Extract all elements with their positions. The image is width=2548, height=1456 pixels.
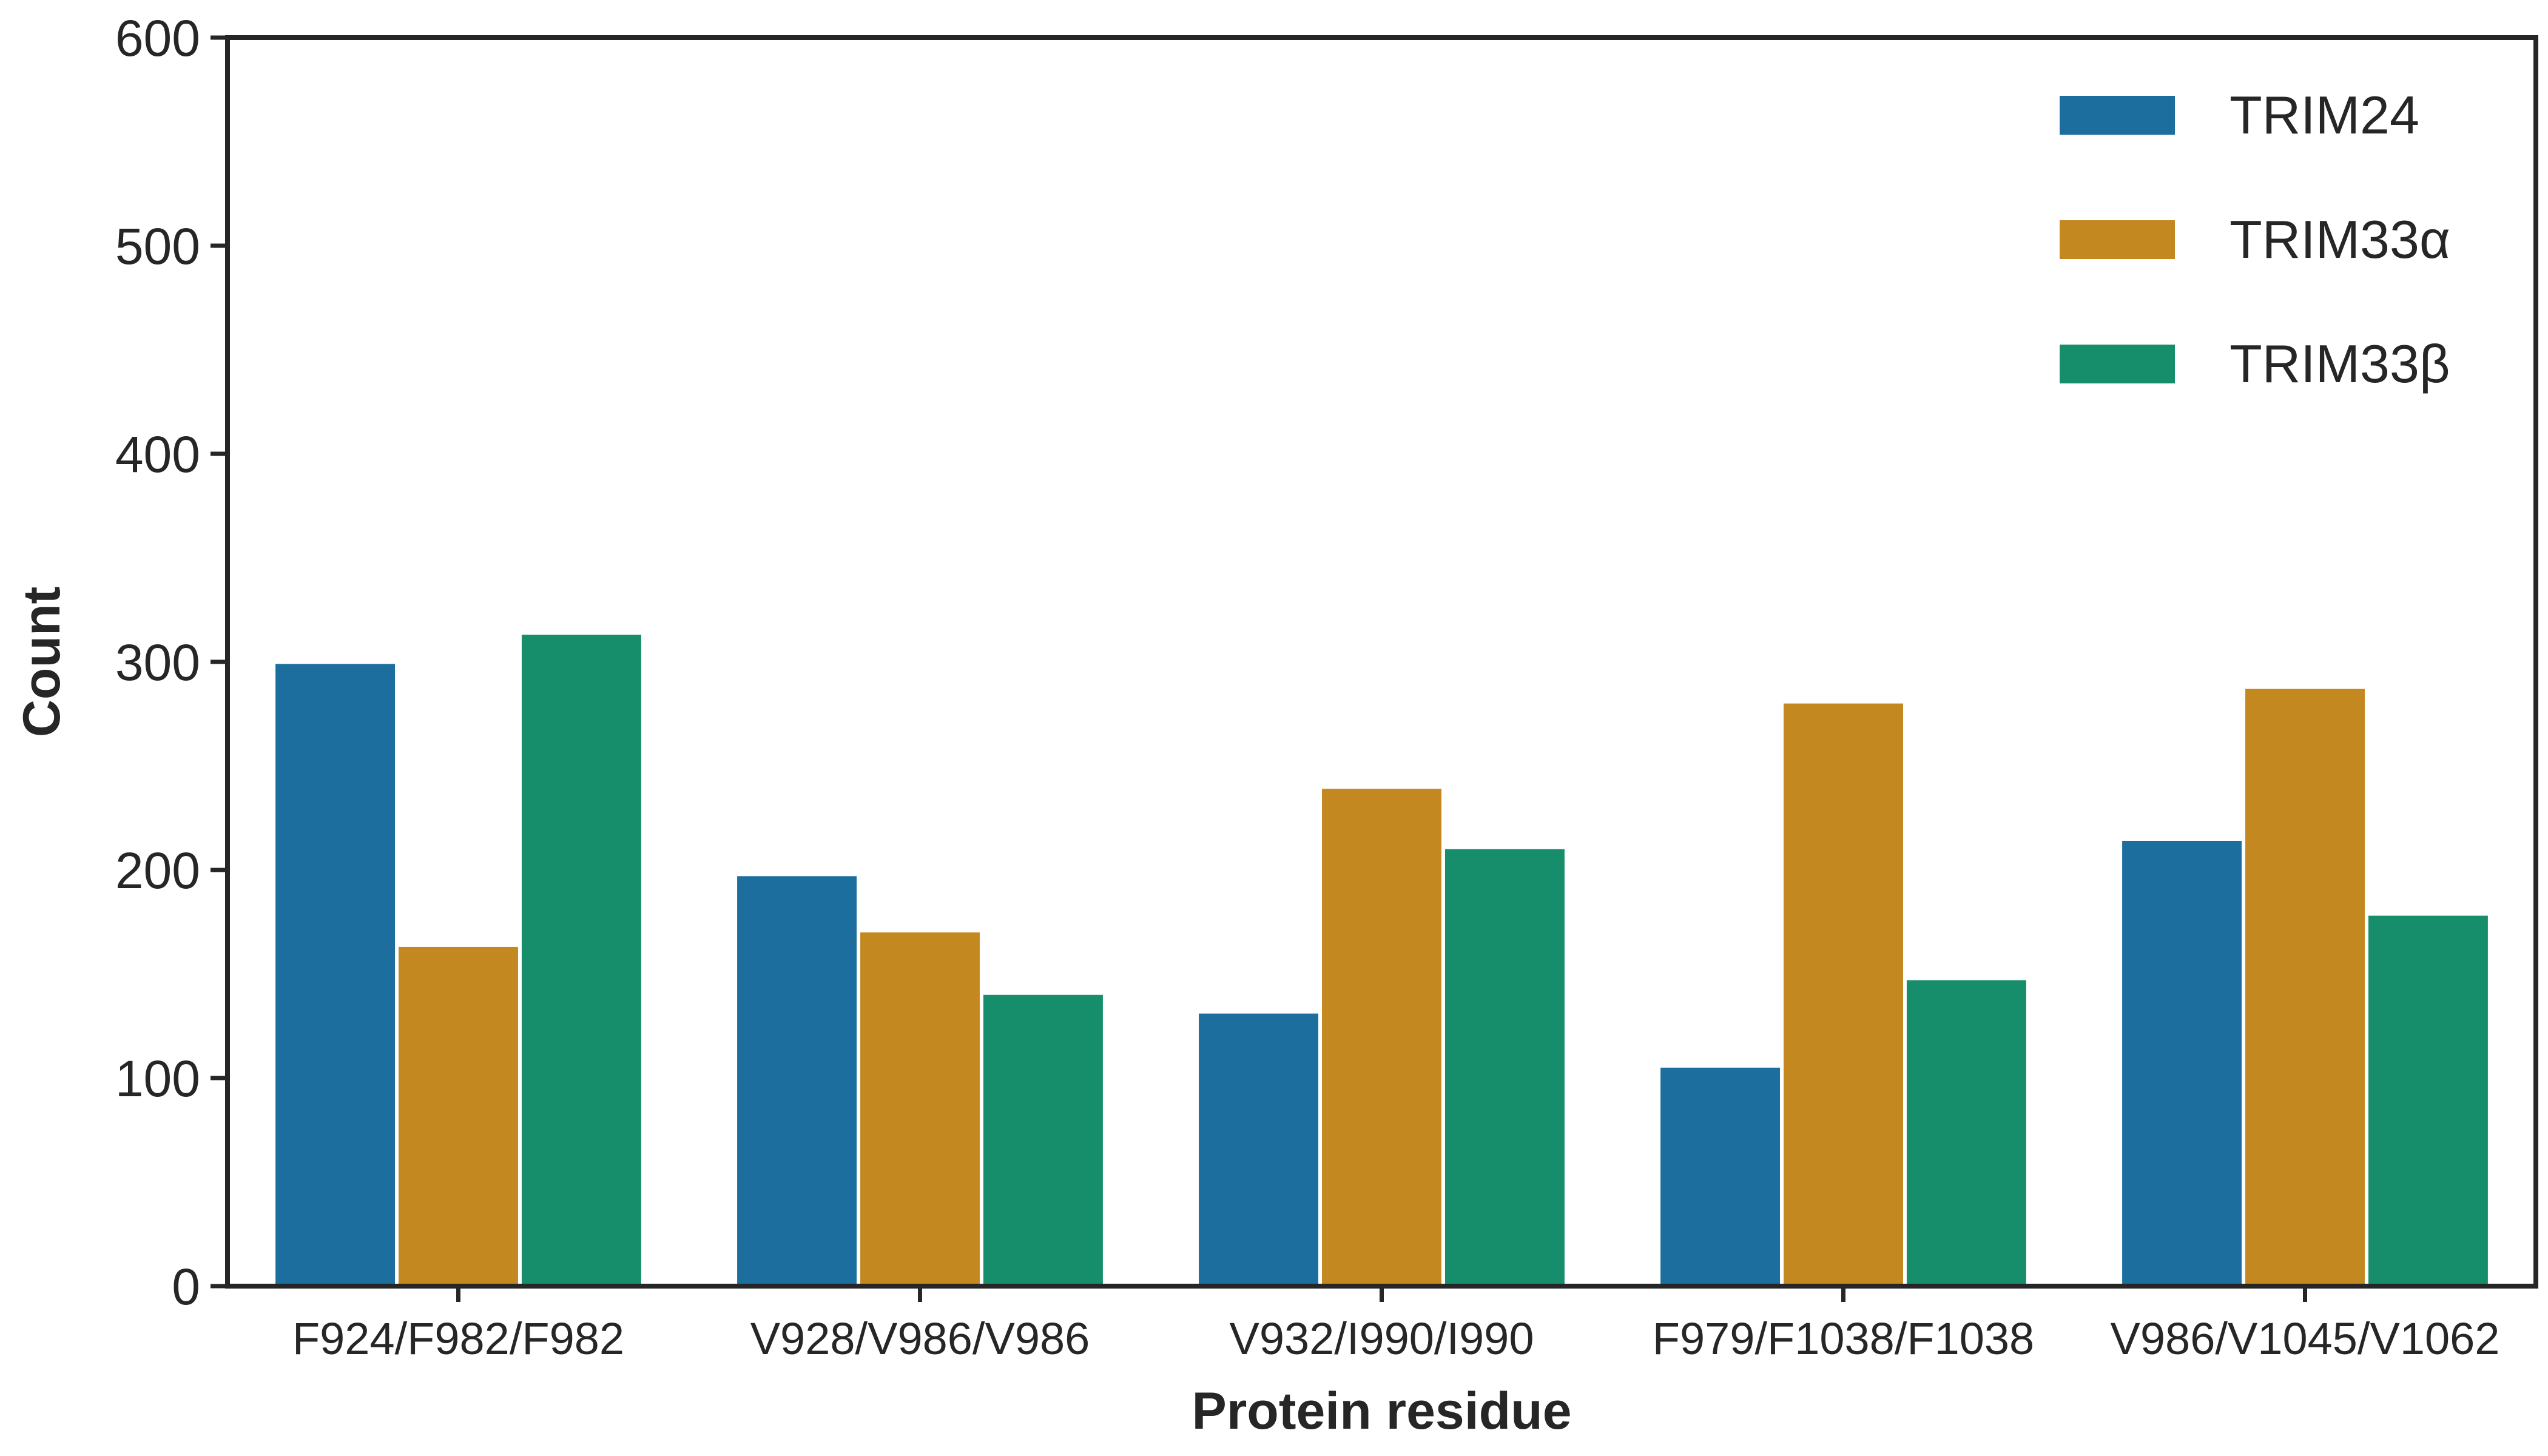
legend-swatch — [2060, 96, 2175, 135]
bar-TRIM33β-V932/I990/I990 — [1444, 849, 1565, 1286]
x-tick-label: F924/F982/F982 — [292, 1313, 624, 1364]
y-tick-label: 0 — [172, 1258, 200, 1315]
plot-frame — [225, 35, 2538, 1289]
legend-swatch — [2060, 345, 2175, 383]
y-tick-label: 100 — [115, 1050, 200, 1107]
y-tick-label: 300 — [115, 634, 200, 691]
bar-TRIM33β-F979/F1038/F1038 — [1906, 980, 2026, 1286]
bar-TRIM33β-V928/V986/V986 — [983, 994, 1103, 1286]
legend-swatch — [2060, 220, 2175, 259]
bar-TRIM33β-V986/V1045/V1062 — [2368, 915, 2488, 1286]
bar-TRIM33α-V928/V986/V986 — [860, 932, 980, 1286]
y-tick-label: 200 — [115, 842, 200, 899]
bar-TRIM33α-F979/F1038/F1038 — [1784, 703, 1903, 1286]
y-tick-label: 600 — [115, 10, 200, 67]
y-axis-title: Count — [13, 587, 71, 737]
legend-label: TRIM33β — [2230, 334, 2450, 394]
y-tick-label: 400 — [115, 426, 200, 483]
legend-label: TRIM24 — [2230, 85, 2419, 145]
bar-TRIM24-V986/V1045/V1062 — [2122, 840, 2242, 1286]
x-tick-label: V928/V986/V986 — [750, 1313, 1090, 1364]
bar-TRIM33α-F924/F982/F982 — [399, 946, 518, 1286]
bar-TRIM33α-V986/V1045/V1062 — [2245, 689, 2365, 1286]
bar-TRIM24-F979/F1038/F1038 — [1660, 1067, 1781, 1286]
bars-layer — [275, 635, 2488, 1286]
bar-TRIM24-F924/F982/F982 — [275, 664, 396, 1286]
x-axis-title: Protein residue — [1191, 1382, 1571, 1440]
bar-TRIM33β-F924/F982/F982 — [521, 635, 641, 1286]
bar-TRIM24-V928/V986/V986 — [737, 876, 857, 1286]
x-tick-label: V986/V1045/V1062 — [2111, 1313, 2500, 1364]
x-tick-label: V932/I990/I990 — [1230, 1313, 1534, 1364]
bar-TRIM24-V932/I990/I990 — [1199, 1013, 1319, 1286]
bar-TRIM33α-V932/I990/I990 — [1322, 789, 1441, 1286]
legend-label: TRIM33α — [2230, 209, 2450, 269]
legend: TRIM24 TRIM33α TRIM33β — [2060, 85, 2450, 394]
x-tick-label: F979/F1038/F1038 — [1653, 1313, 2034, 1364]
y-axis: 0 100 200 300 400 500 600 — [115, 10, 228, 1315]
x-axis: F924/F982/F982 V928/V986/V986 V932/I990/I9… — [292, 1286, 2500, 1364]
y-tick-label: 500 — [115, 218, 200, 275]
